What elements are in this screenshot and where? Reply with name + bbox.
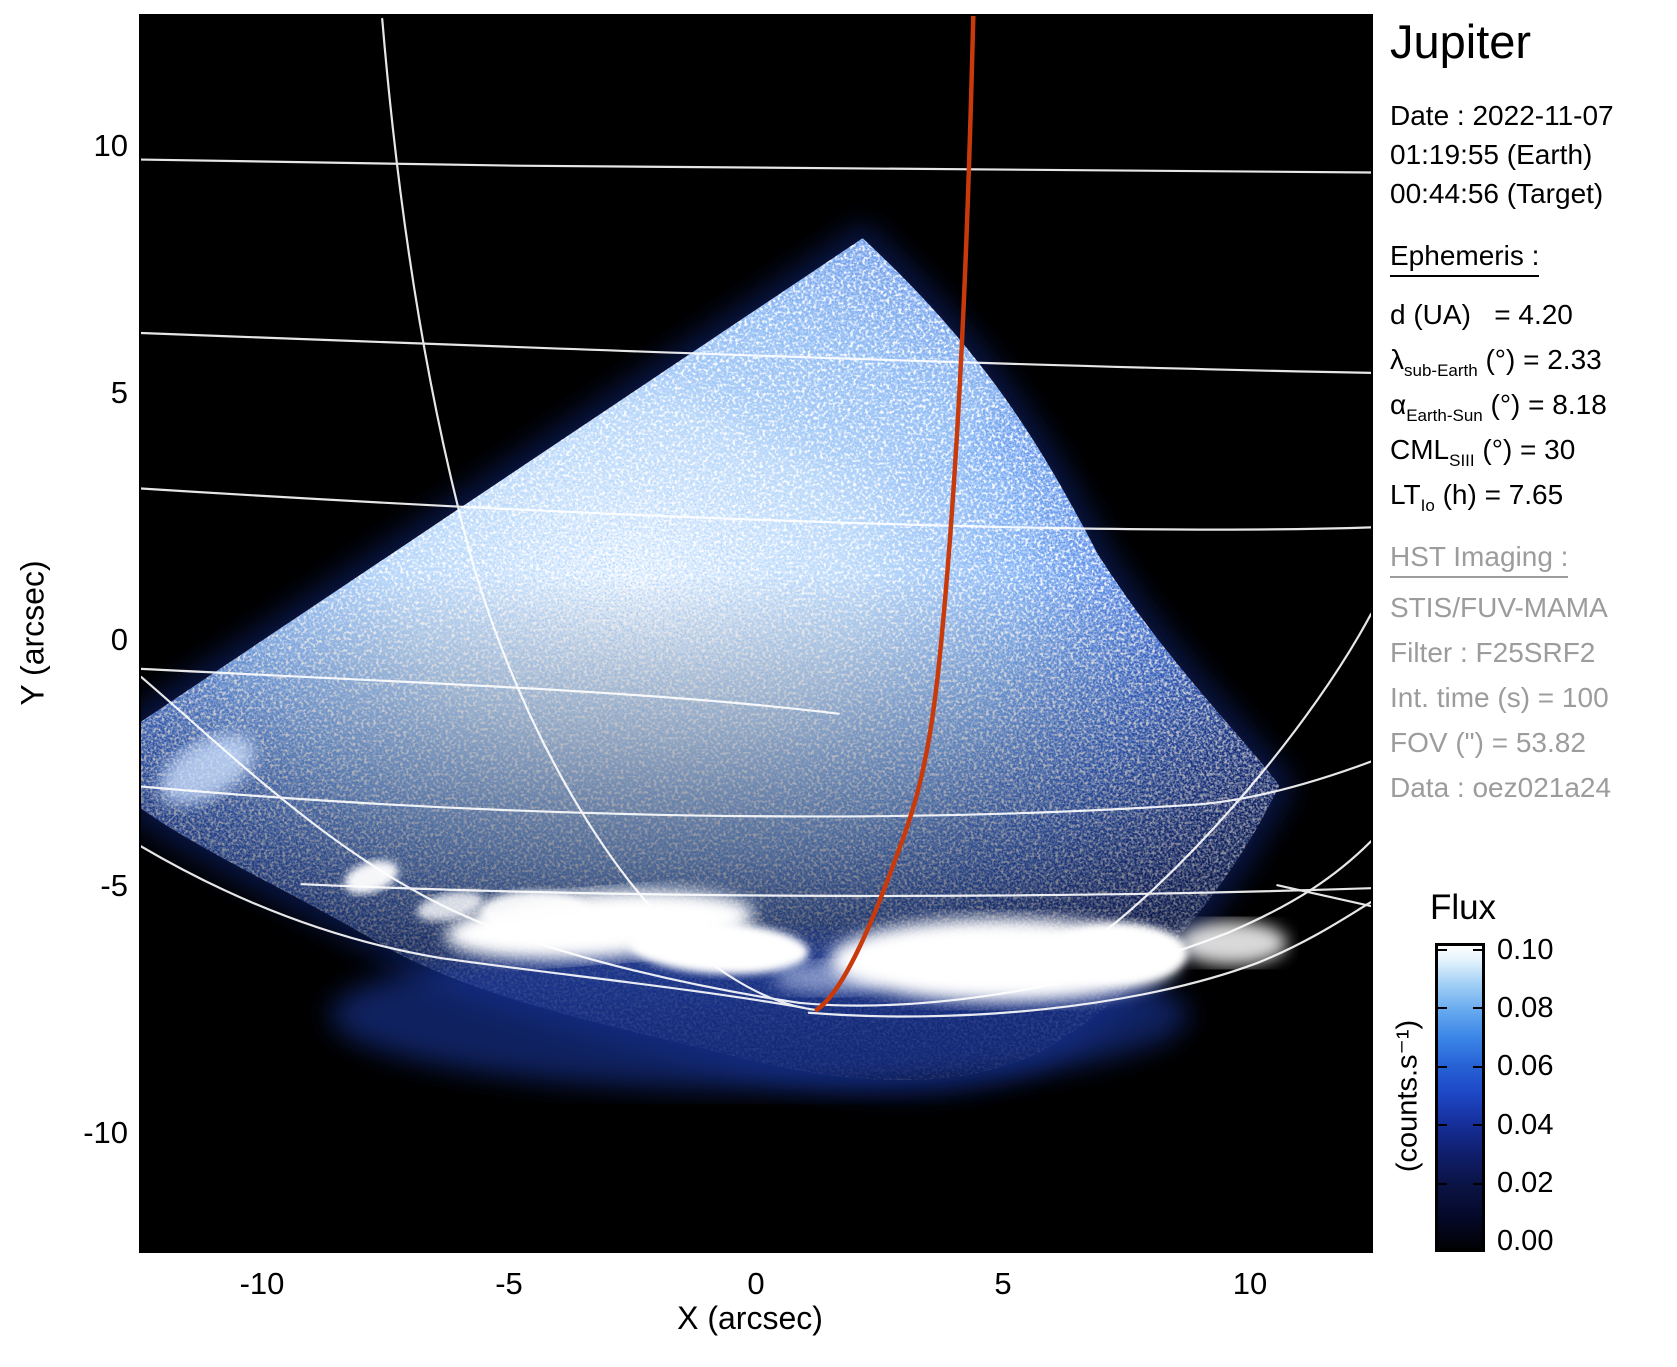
ephemeris-value: (°) = 8.18 [1482, 389, 1607, 420]
colorbar-title: Flux [1429, 888, 1497, 927]
ephemeris-subscript: sub-Earth [1404, 361, 1478, 380]
earth-time-line: 01:19:55 (Earth) [1390, 139, 1593, 170]
filter-line: Filter : F25SRF2 [1390, 637, 1596, 668]
colorbar-tick-label: 0.08 [1497, 992, 1554, 1024]
x-tick-label: -5 [495, 1266, 523, 1301]
ephemeris-subscript: Io [1420, 496, 1435, 515]
red-meridian-curve [814, 16, 976, 1013]
ephemeris-value: (°) = 30 [1474, 434, 1576, 465]
ephemeris-item-lambda: λsub-Earth (°) = 2.33 [1390, 337, 1607, 382]
colorbar-tick-label: 0.02 [1497, 1167, 1554, 1199]
ephemeris-item-cml: CMLSIII (°) = 30 [1390, 427, 1607, 472]
observation-date-block: Date : 2022-11-07 01:19:55 (Earth) 00:44… [1390, 96, 1614, 213]
hst-imaging-block: HST Imaging : STIS/FUV-MAMA Filter : F25… [1390, 541, 1611, 810]
colorbar-tick [1473, 1007, 1482, 1009]
colorbar-tick [1438, 1183, 1447, 1185]
hst-imaging-lines: STIS/FUV-MAMA Filter : F25SRF2 Int. time… [1390, 585, 1611, 810]
target-time-line: 00:44:56 (Target) [1390, 178, 1604, 209]
plot-svg [141, 16, 1371, 1251]
int-time-line: Int. time (s) = 100 [1390, 682, 1609, 713]
colorbar-tick [1473, 1124, 1482, 1126]
y-tick-label: -10 [83, 1115, 128, 1150]
colorbar-unit-label: (counts.s⁻¹) [1391, 1019, 1424, 1173]
colorbar-tick [1438, 1007, 1447, 1009]
ephemeris-symbol: CML [1390, 434, 1450, 465]
auroral-oval-glow [159, 734, 1288, 1090]
y-tick-label: -5 [100, 868, 128, 903]
page-title: Jupiter [1390, 15, 1532, 68]
colorbar-tick [1438, 949, 1447, 951]
y-tick-label: 0 [110, 622, 128, 657]
ephemeris-value: (h) = 7.65 [1434, 479, 1564, 510]
hst-imaging-heading-text: HST Imaging : [1390, 541, 1569, 578]
colorbar-tick-label: 0.00 [1497, 1225, 1554, 1257]
date-line: Date : 2022-11-07 [1390, 100, 1614, 131]
hst-imaging-heading: HST Imaging : [1390, 541, 1611, 578]
colorbar-tick-label: 0.06 [1497, 1050, 1554, 1082]
x-tick-label: 5 [994, 1266, 1012, 1301]
ephemeris-item-alpha: αEarth-Sun (°) = 8.18 [1390, 382, 1607, 427]
y-tick-label: 10 [93, 128, 128, 163]
colorbar-tick [1438, 1124, 1447, 1126]
y-tick-label: 5 [110, 375, 128, 410]
x-axis-label: X (arcsec) [677, 1300, 823, 1336]
x-tick-label: 0 [747, 1266, 765, 1301]
ephemeris-list: d (UA) = 4.20 λsub-Earth (°) = 2.33 αEar… [1390, 292, 1607, 517]
ephemeris-value: (°) = 2.33 [1477, 344, 1602, 375]
ephemeris-symbol: d (UA) [1390, 299, 1471, 330]
colorbar-tick-label: 0.10 [1497, 934, 1554, 966]
ephemeris-symbol: α [1390, 389, 1407, 420]
colorbar-gradient [1435, 943, 1485, 1252]
colorbar-tick [1473, 1066, 1482, 1068]
y-axis-label: Y (arcsec) [14, 560, 51, 706]
colorbar-tick-label: 0.04 [1497, 1109, 1554, 1141]
x-tick-label: 10 [1232, 1266, 1268, 1301]
ephemeris-item-distance: d (UA) = 4.20 [1390, 292, 1607, 337]
colorbar-tick [1438, 1066, 1447, 1068]
colorbar-tick [1473, 1183, 1482, 1185]
ephemeris-symbol: λ [1390, 344, 1404, 375]
x-tick-label: -10 [239, 1266, 285, 1301]
ephemeris-heading: Ephemeris : [1390, 240, 1540, 277]
ephemeris-heading-text: Ephemeris : [1390, 240, 1540, 277]
plot-area [139, 14, 1373, 1253]
colorbar-tick [1473, 949, 1482, 951]
ephemeris-symbol: LT [1390, 479, 1421, 510]
fov-line: FOV (") = 53.82 [1390, 727, 1586, 758]
data-id-line: Data : oez021a24 [1390, 772, 1612, 803]
instrument-line: STIS/FUV-MAMA [1390, 592, 1608, 623]
ephemeris-subscript: SIII [1449, 451, 1475, 470]
ephemeris-item-lt: LTIo (h) = 7.65 [1390, 472, 1607, 517]
ephemeris-value: = 4.20 [1470, 299, 1573, 330]
ephemeris-subscript: Earth-Sun [1406, 406, 1483, 425]
